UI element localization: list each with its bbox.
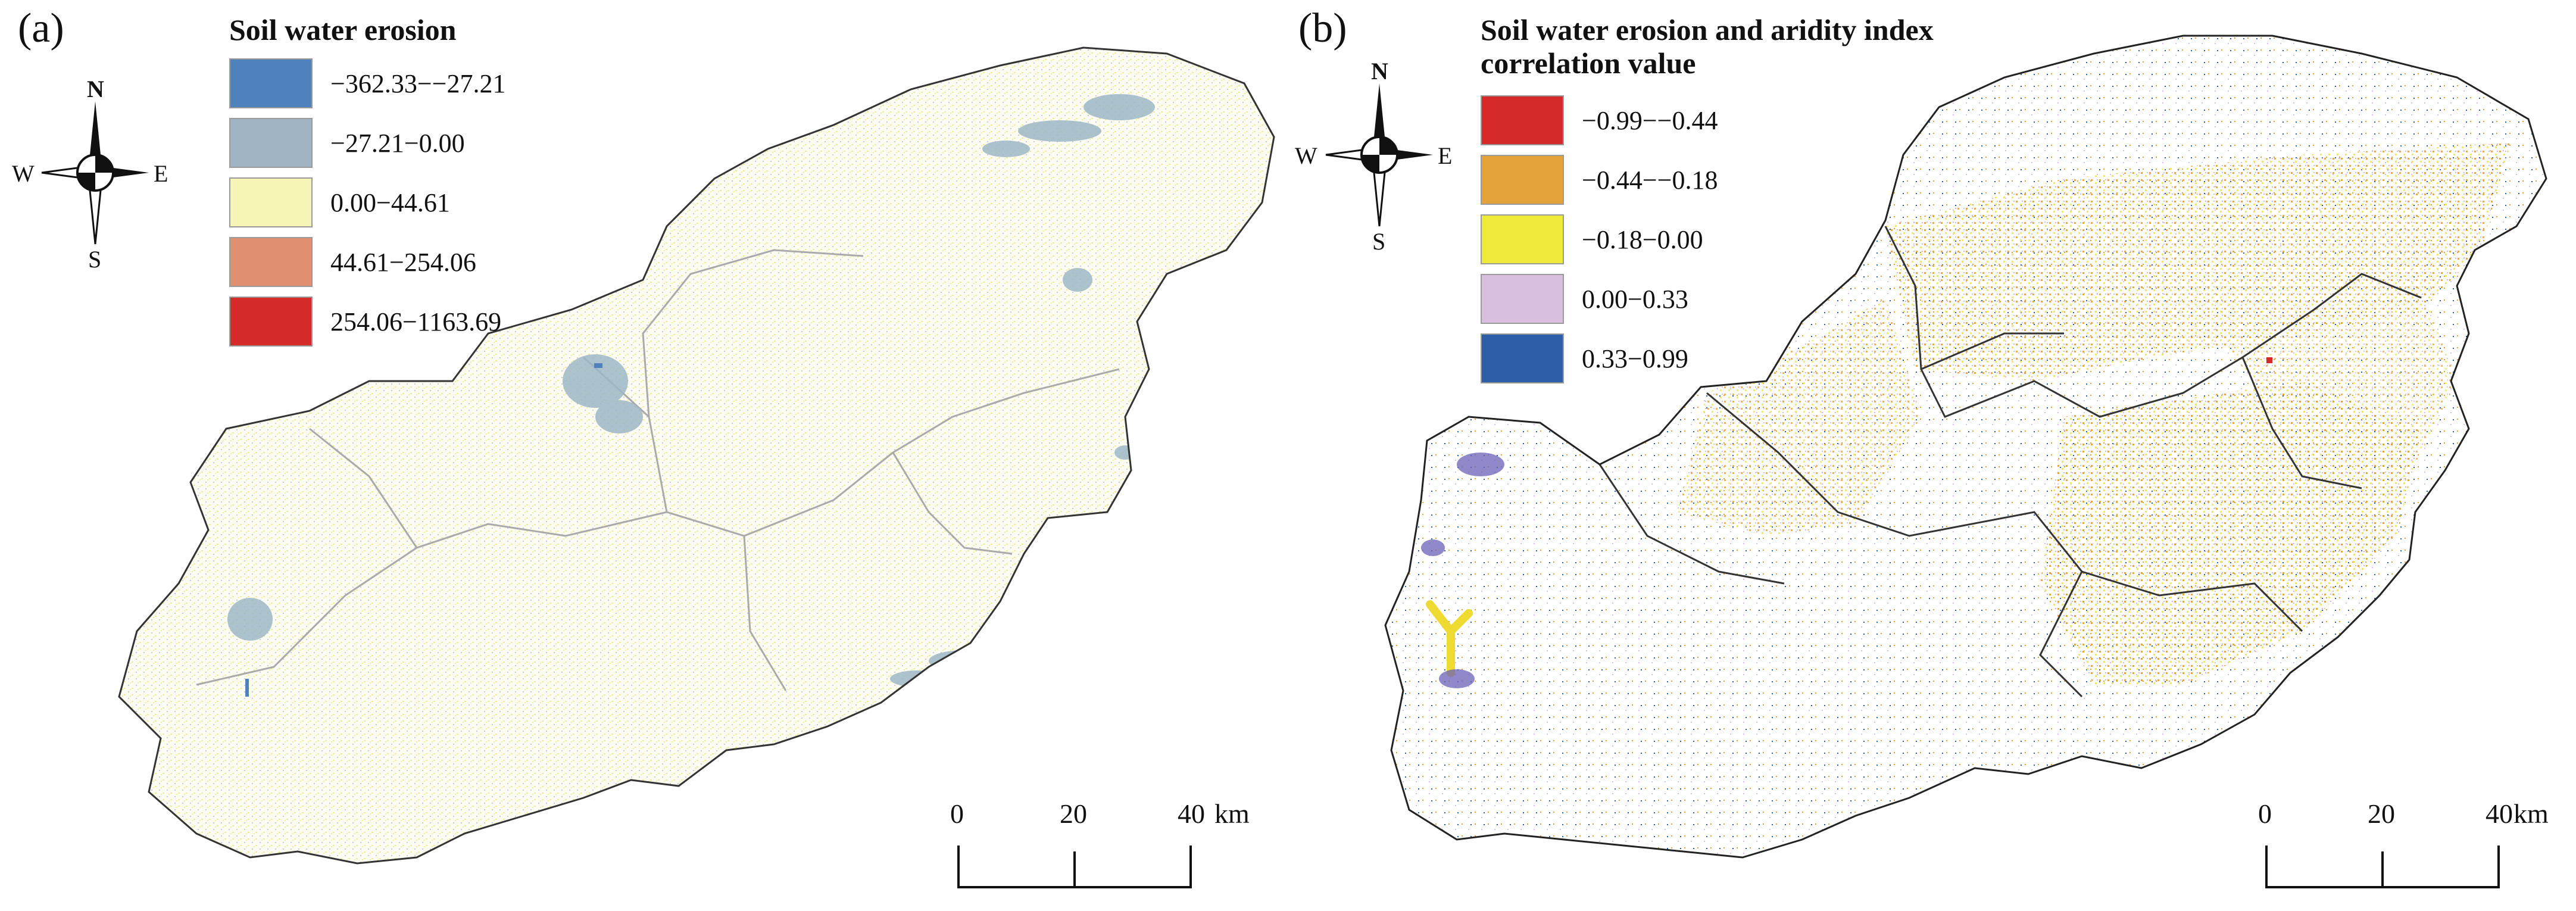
legend-item: −27.21−0.00	[229, 118, 465, 168]
legend-label: 44.61−254.06	[330, 247, 476, 277]
legend-swatch	[1481, 214, 1564, 264]
scale-unit: km	[1214, 798, 1250, 829]
map-a	[118, 46, 1275, 865]
legend-item: 0.33−0.99	[1481, 333, 1688, 383]
legend-swatch	[229, 297, 313, 347]
legend-title: Soil water erosion and aridity index cor…	[1481, 13, 1934, 80]
legend-swatch	[1481, 155, 1564, 205]
east-label: E	[1438, 142, 1453, 169]
legend-title: Soil water erosion	[229, 13, 457, 46]
legend-item: 44.61−254.06	[229, 237, 476, 287]
scale-tick: 40	[2486, 798, 2513, 829]
legend-label: −27.21−0.00	[330, 128, 465, 158]
legend-item: 254.06−1163.69	[229, 297, 501, 347]
north-label: N	[87, 76, 104, 102]
legend-label: 0.00−0.33	[1582, 284, 1688, 314]
east-label: E	[154, 160, 168, 187]
panel-a: (a) N S W E Soil water erosion −362.33−−…	[0, 0, 1286, 911]
legend-swatch	[229, 177, 313, 227]
legend-item: −0.44−−0.18	[1481, 155, 1718, 205]
legend-label: −0.44−−0.18	[1582, 165, 1718, 195]
legend-label: 0.00−44.61	[330, 188, 450, 217]
legend-label: −0.99−−0.44	[1582, 105, 1718, 135]
legend-label: 254.06−1163.69	[330, 307, 502, 336]
legend-item: −0.18−0.00	[1481, 214, 1703, 264]
north-arrow-icon: N S W E	[12, 76, 168, 280]
panel-label: (a)	[18, 5, 64, 51]
scale-tick: 40	[1178, 798, 1205, 829]
scale-bar: 0 20 40 km	[2249, 798, 2549, 893]
legend-swatch	[1481, 333, 1564, 383]
legend-title-line: correlation value	[1481, 46, 1696, 80]
scale-tick: 20	[2368, 798, 2395, 829]
legend-swatch	[229, 118, 313, 168]
north-label: N	[1371, 58, 1388, 85]
scale-tick: 0	[950, 798, 964, 829]
scale-bar: 0 20 40 km	[941, 798, 1250, 893]
legend-swatch	[1481, 95, 1564, 145]
legend-item: 0.00−0.33	[1481, 274, 1688, 324]
west-label: W	[1295, 142, 1317, 169]
legend-swatch	[229, 58, 313, 108]
legend-label: 0.33−0.99	[1582, 344, 1688, 373]
legend-title-line: Soil water erosion and aridity index	[1481, 13, 1934, 46]
west-label: W	[12, 160, 35, 187]
panel-b: (b) N S W E Soil water erosion and aridi…	[1290, 0, 2576, 911]
legend-item: −362.33−−27.21	[229, 58, 505, 108]
panel-label: (b)	[1298, 5, 1347, 51]
scale-unit: km	[2513, 798, 2549, 829]
legend-swatch	[229, 237, 313, 287]
map-b	[1384, 35, 2547, 859]
legend-item: −0.99−−0.44	[1481, 95, 1718, 145]
south-label: S	[1372, 228, 1386, 255]
north-arrow-icon: N S W E	[1295, 58, 1453, 262]
legend-label: −362.33−−27.21	[330, 68, 506, 98]
legend-label: −0.18−0.00	[1582, 224, 1703, 254]
legend-item: 0.00−44.61	[229, 177, 450, 227]
scale-tick: 0	[2258, 798, 2272, 829]
south-label: S	[88, 246, 102, 273]
legend-swatch	[1481, 274, 1564, 324]
scale-tick: 20	[1060, 798, 1087, 829]
